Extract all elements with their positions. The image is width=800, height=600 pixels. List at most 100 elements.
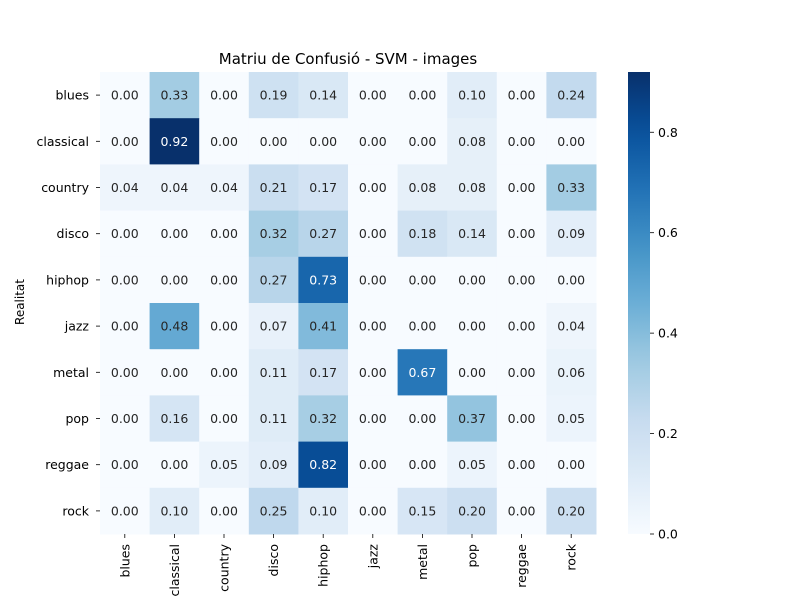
cell-value-label: 0.00 (508, 272, 536, 287)
heatmap-cell (100, 441, 151, 489)
heatmap-cell (149, 118, 200, 165)
cell-value-label: 0.00 (359, 180, 387, 195)
heatmap-cell (397, 210, 448, 258)
cell-value-label: 0.92 (160, 134, 188, 149)
y-tick-label: disco (57, 226, 89, 241)
heatmap-cell (397, 395, 448, 443)
cell-value-label: 0.00 (260, 134, 288, 149)
heatmap-cell (298, 72, 349, 119)
heatmap-cell (447, 164, 498, 212)
cell-value-label: 0.00 (210, 411, 238, 426)
heatmap-cell (248, 72, 299, 119)
heatmap-cells: 0.00 0.33 0.00 0.19 0.14 0.00 0.00 0.10 0.00 0.24… (100, 72, 597, 535)
cell-value-label: 0.08 (458, 180, 486, 195)
heatmap-cell (348, 487, 399, 535)
cell-value-label: 0.00 (458, 319, 486, 334)
cell-value-label: 0.19 (260, 88, 288, 103)
cell-value-label: 0.41 (309, 319, 337, 334)
heatmap-cell (447, 256, 498, 304)
y-tick-label: reggae (45, 457, 89, 472)
cell-value-label: 0.82 (309, 457, 337, 472)
cell-value-label: 0.00 (359, 226, 387, 241)
cell-value-label: 0.11 (260, 411, 288, 426)
cell-value-label: 0.20 (458, 503, 486, 518)
cell-value-label: 0.00 (160, 226, 188, 241)
heatmap-cell (100, 395, 151, 443)
colorbar-tick-label: 0.4 (658, 326, 678, 341)
cell-value-label: 0.14 (309, 88, 337, 103)
heatmap-cell (248, 210, 299, 258)
cell-value-label: 0.00 (508, 319, 536, 334)
heatmap-cell (149, 303, 200, 350)
cell-value-label: 0.00 (160, 365, 188, 380)
heatmap-cell (149, 210, 200, 258)
y-tick-label: pop (65, 411, 89, 426)
cell-value-label: 0.04 (210, 180, 238, 195)
cell-value-label: 0.06 (557, 365, 585, 380)
heatmap-cell (447, 118, 498, 165)
cell-value-label: 0.00 (111, 503, 139, 518)
cell-value-label: 0.00 (359, 503, 387, 518)
heatmap-cell (447, 441, 498, 489)
heatmap-cell (348, 395, 399, 443)
heatmap-cell (546, 441, 597, 489)
heatmap-cell (348, 210, 399, 258)
cell-value-label: 0.00 (359, 272, 387, 287)
cell-value-label: 0.00 (210, 134, 238, 149)
heatmap-cell (348, 72, 399, 119)
heatmap-cell (496, 118, 547, 165)
heatmap-cell (348, 256, 399, 304)
heatmap-cell (397, 441, 448, 489)
heatmap-cell (298, 395, 349, 443)
cell-value-label: 0.00 (210, 88, 238, 103)
heatmap-cell (496, 441, 547, 489)
heatmap-cell (149, 164, 200, 212)
x-tick-label: metal (415, 544, 430, 580)
colorbar: 0.0 0.2 0.4 0.6 0.8 (628, 72, 678, 542)
cell-value-label: 0.00 (160, 272, 188, 287)
cell-value-label: 0.00 (359, 457, 387, 472)
cell-value-label: 0.05 (557, 411, 585, 426)
x-tick-label: hiphop (316, 544, 331, 587)
cell-value-label: 0.00 (508, 134, 536, 149)
cell-value-label: 0.00 (408, 457, 436, 472)
cell-value-label: 0.00 (408, 272, 436, 287)
cell-value-label: 0.67 (408, 365, 436, 380)
colorbar-tick-label: 0.2 (658, 426, 678, 441)
y-axis-ticks: blues classical country disco hiphop jazz meta… (36, 88, 100, 518)
cell-value-label: 0.00 (508, 180, 536, 195)
cell-value-label: 0.00 (111, 365, 139, 380)
heatmap-cell (447, 72, 498, 119)
cell-value-label: 0.33 (160, 88, 188, 103)
cell-value-label: 0.00 (111, 88, 139, 103)
heatmap-cell (149, 395, 200, 443)
cell-value-label: 0.27 (260, 272, 288, 287)
cell-value-label: 0.00 (210, 365, 238, 380)
heatmap-cell (546, 164, 597, 212)
cell-value-label: 0.21 (260, 180, 288, 195)
heatmap-cell (546, 210, 597, 258)
x-tick-label: country (217, 543, 232, 591)
heatmap-cell (546, 349, 597, 396)
cell-value-label: 0.00 (408, 88, 436, 103)
cell-value-label: 0.00 (408, 411, 436, 426)
heatmap-cell (298, 118, 349, 165)
heatmap-cell (248, 349, 299, 396)
cell-value-label: 0.00 (111, 319, 139, 334)
cell-value-label: 0.00 (508, 411, 536, 426)
chart-title: Matriu de Confusió - SVM - images (219, 50, 478, 68)
cell-value-label: 0.00 (508, 457, 536, 472)
y-tick-label: blues (55, 88, 89, 103)
x-tick-label: rock (564, 543, 579, 570)
heatmap-cell (348, 303, 399, 350)
cell-value-label: 0.09 (557, 226, 585, 241)
cell-value-label: 0.00 (210, 319, 238, 334)
heatmap-cell (496, 256, 547, 304)
x-axis-ticks: blues classical country disco hiphop jazz meta… (117, 534, 579, 597)
heatmap-cell (496, 349, 547, 396)
heatmap-cell (149, 349, 200, 396)
cell-value-label: 0.04 (160, 180, 188, 195)
heatmap-cell (397, 72, 448, 119)
heatmap-cell (298, 487, 349, 535)
